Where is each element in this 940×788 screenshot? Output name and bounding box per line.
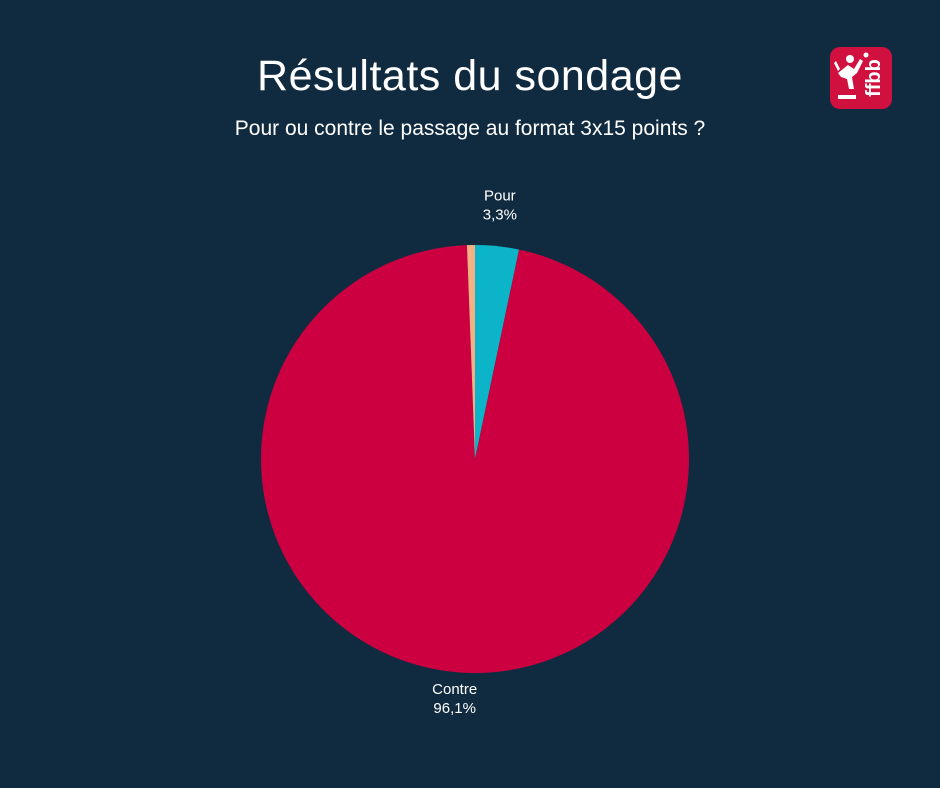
pie-slice-pour bbox=[475, 245, 520, 459]
ffbb-logo: ffbb bbox=[830, 47, 892, 109]
chart-subtitle: Pour ou contre le passage au format 3x15… bbox=[234, 117, 706, 140]
slice-label-pour: Pour bbox=[484, 187, 516, 204]
slice-label-contre: Contre bbox=[432, 681, 477, 698]
pie-slice-other bbox=[466, 245, 475, 459]
pie-slice-contre bbox=[261, 245, 690, 674]
logo-wordmark: ffbb bbox=[863, 59, 885, 97]
slice-value-pour: 3,3% bbox=[483, 206, 517, 223]
badminton-player-icon: ffbb bbox=[834, 52, 885, 99]
slice-value-contre: 96,1% bbox=[433, 700, 476, 717]
chart-title: Résultats du sondage bbox=[257, 52, 683, 100]
